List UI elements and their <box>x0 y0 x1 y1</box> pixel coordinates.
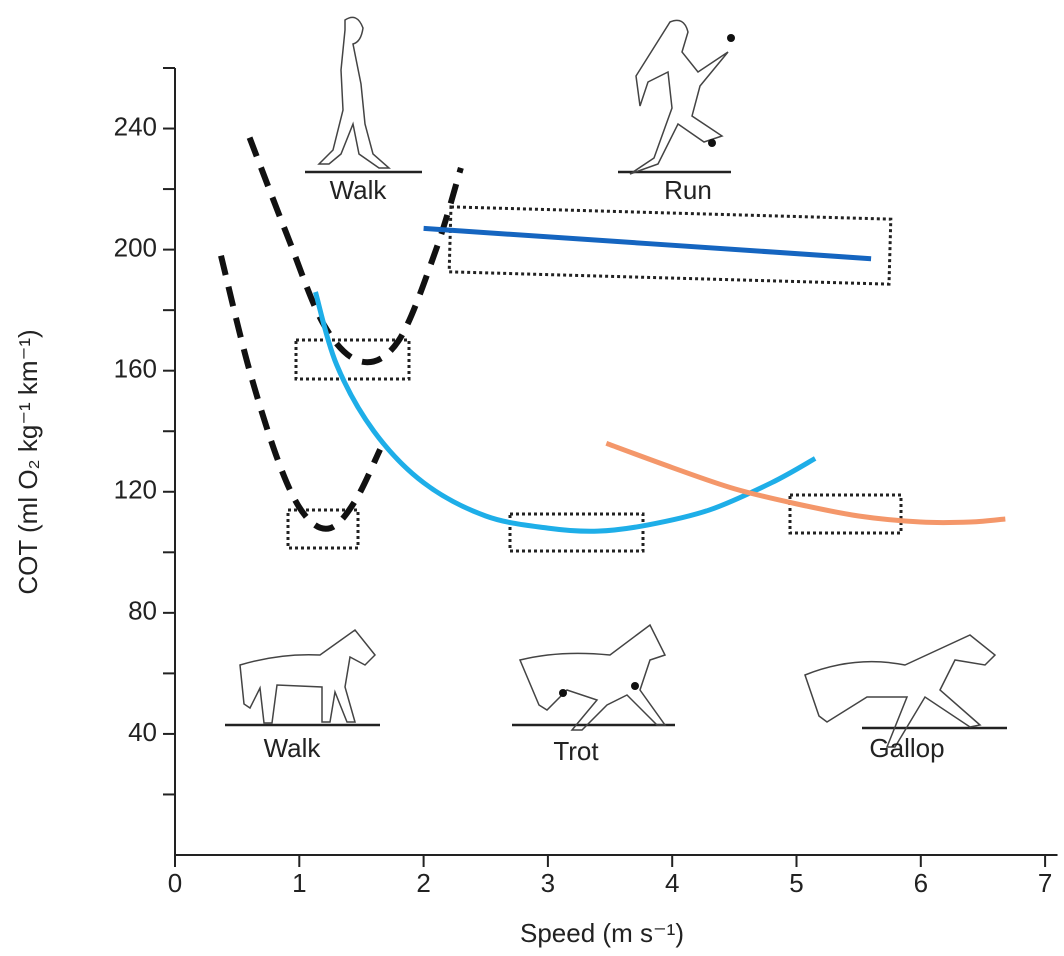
x-tick-label: 4 <box>665 868 679 898</box>
y-axis-label: COT (ml O₂ kg⁻¹ km⁻¹) <box>13 329 43 594</box>
y-tick-label: 80 <box>128 596 157 626</box>
series-line <box>221 256 380 529</box>
annotation: Trot <box>553 736 599 766</box>
y-tick-label: 160 <box>114 354 157 384</box>
x-axis-label: Speed (m s⁻¹) <box>520 918 684 948</box>
series-line <box>315 292 815 531</box>
y-tick-label: 120 <box>114 475 157 505</box>
x-tick-label: 2 <box>416 868 430 898</box>
highlight-boxes <box>288 207 901 551</box>
annotation: Gallop <box>869 733 944 763</box>
x-tick-label: 5 <box>789 868 803 898</box>
series-line <box>606 443 1005 522</box>
annotation: Run <box>664 175 712 205</box>
x-tick-label: 1 <box>292 868 306 898</box>
y-tick-label: 240 <box>114 111 157 141</box>
x-tick-label: 3 <box>541 868 555 898</box>
x-tick-label: 7 <box>1038 868 1052 898</box>
y-tick-label: 40 <box>128 717 157 747</box>
annotation: Walk <box>264 733 322 763</box>
y-tick-label: 200 <box>114 232 157 262</box>
x-tick-label: 0 <box>168 868 182 898</box>
annotation: Walk <box>330 175 388 205</box>
x-tick-label: 6 <box>914 868 928 898</box>
series-line <box>424 228 871 258</box>
chart: Walk Run Walk Trot Gallop Speed (m s⁻¹) … <box>0 0 1064 956</box>
